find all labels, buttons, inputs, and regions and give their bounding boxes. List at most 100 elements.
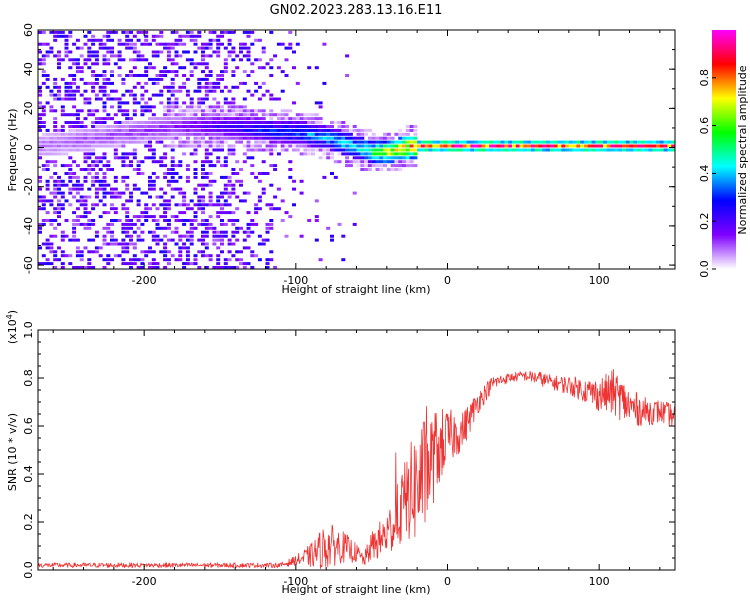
spectrogram-cell bbox=[193, 34, 198, 38]
spectrogram-cell bbox=[174, 128, 179, 132]
spectrogram-cell bbox=[523, 140, 528, 144]
spectrogram-cell bbox=[166, 199, 171, 203]
spectrogram-cell bbox=[231, 97, 236, 101]
spectrogram-cell bbox=[216, 246, 221, 250]
spectrogram-cell bbox=[57, 66, 61, 70]
spectrogram-cell bbox=[144, 38, 149, 42]
spectrogram-cell bbox=[212, 121, 217, 124]
spectrogram-cell bbox=[144, 58, 149, 62]
spectrogram-cell bbox=[174, 125, 179, 128]
spectrogram-cell bbox=[405, 152, 410, 156]
spectrogram-cell bbox=[75, 179, 80, 183]
spectrogram-cell bbox=[216, 254, 221, 258]
spectrogram-cell bbox=[170, 160, 175, 164]
spectrogram-cell bbox=[129, 125, 133, 128]
spectrogram-cell bbox=[227, 203, 232, 207]
spectrogram-cell bbox=[132, 58, 137, 62]
spectrogram-cell bbox=[352, 128, 357, 132]
spectrogram-cell bbox=[254, 211, 259, 215]
spectrogram-cell bbox=[38, 152, 42, 156]
spectrogram-cell bbox=[170, 230, 175, 234]
spectrogram-cell bbox=[216, 234, 221, 238]
spectrogram-cell bbox=[216, 238, 221, 242]
spectrogram-cell bbox=[151, 50, 156, 54]
spectrogram-cell bbox=[352, 156, 357, 160]
spectrogram-cell bbox=[159, 203, 164, 207]
spectrogram-cell bbox=[174, 132, 179, 136]
spectrogram-cell bbox=[227, 179, 232, 183]
spectrogram-cell bbox=[345, 74, 350, 77]
snr-x-tick-label: 0 bbox=[444, 575, 451, 588]
spectrogram-cell bbox=[220, 222, 224, 226]
spectrogram-cell bbox=[231, 74, 236, 77]
spectrogram-cell bbox=[64, 85, 69, 89]
spectrogram-cell bbox=[204, 156, 209, 160]
spectrogram-cell bbox=[659, 144, 664, 148]
spectrogram-cell bbox=[299, 128, 304, 132]
spectrogram-cell bbox=[599, 140, 604, 144]
spectrogram-cell bbox=[60, 148, 65, 152]
spectrogram-cell bbox=[204, 54, 209, 58]
spectrogram-cell bbox=[288, 160, 293, 164]
spectrogram-cell bbox=[242, 109, 247, 113]
spectrogram-cell bbox=[227, 50, 232, 54]
spectrogram-cell bbox=[83, 175, 88, 179]
spectrogram-cell bbox=[326, 140, 331, 144]
spectrogram-cell bbox=[500, 148, 505, 152]
spectrogram-cell bbox=[72, 93, 77, 97]
spectrogram-cell bbox=[87, 164, 92, 168]
spectrogram-cell bbox=[110, 191, 114, 195]
spectrogram-cell bbox=[295, 113, 300, 117]
spectrogram-cell bbox=[132, 109, 137, 113]
spectrogram-cell bbox=[129, 160, 133, 164]
spectrogram-cell bbox=[163, 211, 168, 215]
spectrogram-cell bbox=[515, 140, 520, 144]
spectrogram-cell bbox=[91, 164, 96, 168]
spectrogram-cell bbox=[629, 148, 634, 152]
spectrogram-cell bbox=[292, 66, 296, 70]
spectrogram-cell bbox=[356, 160, 361, 164]
spectrogram-cell bbox=[292, 140, 296, 144]
spectrogram-cell bbox=[193, 62, 198, 66]
spectrogram-cell bbox=[121, 132, 126, 136]
spectrogram-cell bbox=[117, 195, 122, 199]
spectrogram-cell bbox=[102, 46, 107, 50]
snr-y-tick-label: 0.6 bbox=[22, 417, 35, 435]
spectrogram-cell bbox=[549, 140, 554, 144]
spectrogram-cell bbox=[223, 140, 228, 144]
spectrogram-cell bbox=[250, 156, 255, 160]
spectrogram-cell bbox=[60, 77, 65, 81]
spectrogram-x-label: Height of straight line (km) bbox=[281, 283, 430, 296]
spectrogram-cell bbox=[68, 187, 73, 191]
spectrogram-cell bbox=[170, 125, 175, 128]
spectrogram-cell bbox=[239, 121, 243, 124]
spectrogram-cell bbox=[72, 105, 77, 109]
spectrogram-cell bbox=[220, 242, 224, 246]
spectrogram-cell bbox=[280, 144, 285, 148]
spectrogram-cell bbox=[424, 140, 429, 144]
spectrogram-cell bbox=[72, 62, 77, 66]
spectrogram-cell bbox=[151, 128, 156, 132]
spectrogram-cell bbox=[246, 46, 251, 50]
spectrogram-cell bbox=[41, 140, 46, 144]
spectrogram-cell bbox=[163, 66, 168, 70]
spectrogram-cell bbox=[151, 117, 156, 121]
spectrogram-cell bbox=[151, 34, 156, 38]
spectrogram-cell bbox=[496, 144, 501, 148]
spectrogram-cell bbox=[584, 144, 588, 148]
spectrogram-cell bbox=[121, 125, 126, 128]
spectrogram-cell bbox=[185, 254, 190, 258]
spectrogram-cell bbox=[314, 117, 319, 121]
spectrogram-cell bbox=[83, 136, 88, 140]
spectrogram-cell bbox=[390, 148, 395, 152]
spectrogram-cell bbox=[269, 148, 274, 152]
spectrogram-cell bbox=[64, 183, 69, 187]
spectrogram-cell bbox=[106, 140, 111, 144]
spectrogram-cell bbox=[166, 97, 171, 101]
spectrogram-cell bbox=[136, 234, 141, 238]
spectrogram-cell bbox=[227, 258, 232, 262]
spectrogram-cell bbox=[49, 46, 54, 50]
spectrogram-cell bbox=[102, 62, 107, 66]
spectrogram-cell bbox=[227, 54, 232, 58]
